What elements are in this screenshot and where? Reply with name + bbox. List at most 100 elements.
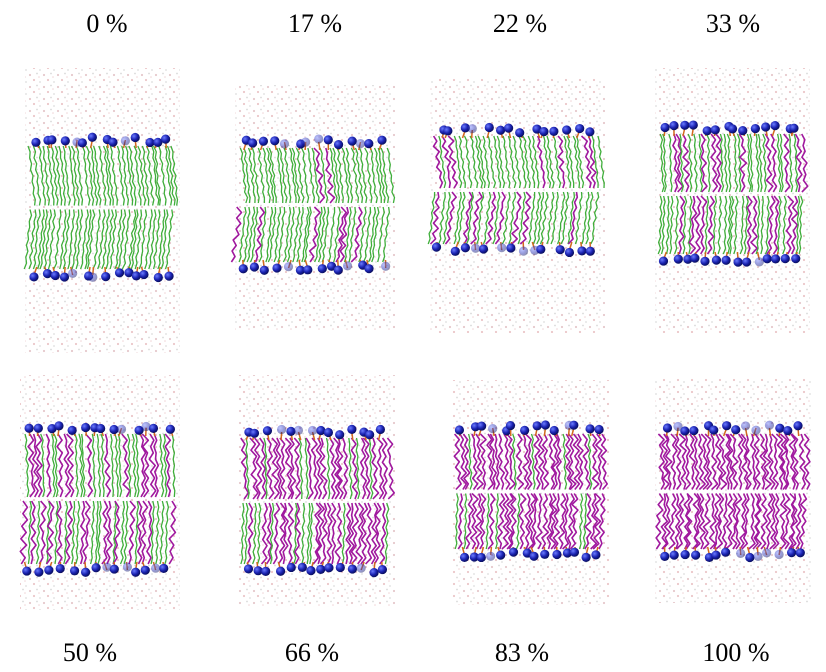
phosphate-ball <box>276 567 285 576</box>
panel-label: 22 % <box>493 9 547 38</box>
phosphate-ball <box>259 137 268 146</box>
phosphate-ball <box>506 421 515 430</box>
snapshot <box>428 78 605 333</box>
phosphate-ball <box>110 564 119 573</box>
panel-label: 0 % <box>86 9 127 38</box>
phosphate-ball <box>284 262 293 271</box>
phosphate-ball <box>260 266 269 275</box>
phosphate-ball <box>34 424 43 433</box>
phosphate-ball <box>461 243 470 252</box>
phosphate-ball <box>132 271 141 280</box>
phosphate-ball <box>364 264 373 273</box>
phosphate-ball <box>22 566 31 575</box>
phosphate-ball <box>529 552 538 561</box>
phosphate-ball <box>277 425 286 434</box>
phosphate-ball <box>280 139 289 148</box>
phosphate-ball <box>166 425 175 434</box>
water-box <box>25 68 180 353</box>
phosphate-ball <box>343 261 352 270</box>
phosphate-ball <box>504 124 513 133</box>
phosphate-ball <box>324 563 333 572</box>
phosphate-ball <box>68 426 77 435</box>
phosphate-ball <box>738 126 747 135</box>
panel-label: 50 % <box>63 638 117 667</box>
phosphate-ball <box>711 125 720 134</box>
phosphate-ball <box>117 425 126 434</box>
phosphate-ball <box>306 566 315 575</box>
water-box <box>452 380 610 605</box>
phosphate-ball <box>761 122 770 131</box>
phosphate-ball <box>164 271 173 280</box>
phosphate-ball <box>149 424 158 433</box>
phosphate-ball <box>485 123 494 132</box>
phosphate-ball <box>316 565 325 574</box>
snapshot <box>238 375 395 607</box>
phosphate-ball <box>745 553 754 562</box>
phosphate-ball <box>377 136 386 145</box>
phosphate-ball <box>121 136 130 145</box>
phosphate-ball <box>34 567 43 576</box>
phosphate-ball <box>582 553 591 562</box>
phosphate-ball <box>496 551 505 560</box>
phosphate-ball <box>496 126 505 135</box>
phosphate-ball <box>81 423 90 432</box>
phosphate-ball <box>29 272 38 281</box>
snapshot <box>24 68 180 353</box>
phosphate-ball <box>660 552 669 561</box>
phosphate-ball <box>270 136 279 145</box>
phosphate-ball <box>586 247 595 256</box>
phosphate-ball <box>674 254 683 263</box>
phosphate-ball <box>294 426 303 435</box>
phosphate-ball <box>562 125 571 134</box>
phosphate-ball <box>334 266 343 275</box>
phosphate-ball <box>711 550 720 559</box>
phosphate-ball <box>88 133 97 142</box>
panel-label: 83 % <box>495 638 549 667</box>
phosphate-ball <box>721 548 730 557</box>
phosphate-ball <box>556 245 565 254</box>
phosphate-ball <box>250 429 259 438</box>
phosphate-ball <box>515 128 524 137</box>
phosphate-ball <box>123 562 132 571</box>
phosphate-ball <box>335 430 344 439</box>
phosphate-ball <box>348 137 357 146</box>
phosphate-ball <box>549 127 558 136</box>
phosphate-ball <box>793 421 802 430</box>
phosphate-ball <box>703 126 712 135</box>
phosphate-ball <box>336 563 345 572</box>
phosphate-ball <box>151 564 160 573</box>
phosphate-ball <box>659 256 668 265</box>
phosphate-ball <box>479 244 488 253</box>
snapshot <box>655 68 810 333</box>
phosphate-ball <box>25 424 34 433</box>
phosphate-ball <box>455 425 464 434</box>
phosphate-ball <box>585 424 594 433</box>
phosphate-ball <box>250 262 259 271</box>
phosphate-ball <box>68 269 77 278</box>
phosphate-ball <box>552 550 561 559</box>
snapshot <box>452 380 610 605</box>
phosphate-ball <box>585 127 594 136</box>
phosphate-ball <box>56 564 65 573</box>
phosphate-ball <box>741 421 750 430</box>
phosphate-ball <box>61 136 70 145</box>
phosphate-ball <box>364 139 373 148</box>
phosphate-ball <box>161 135 170 144</box>
phosphate-ball <box>751 124 760 133</box>
phosphate-ball <box>44 566 53 575</box>
figure: 0 %17 %22 %33 %50 %66 %83 %100 % <box>0 0 826 672</box>
phosphate-ball <box>314 134 323 143</box>
phosphate-ball <box>443 126 452 135</box>
phosphate-ball <box>689 120 698 129</box>
phosphate-ball <box>96 424 105 433</box>
phosphate-ball <box>565 248 574 257</box>
phosphate-ball <box>432 243 441 252</box>
phosphate-ball <box>468 124 477 133</box>
phosphate-ball <box>533 421 542 430</box>
phosphate-ball <box>751 426 760 435</box>
phosphate-ball <box>244 564 253 573</box>
phosphate-ball <box>88 273 97 282</box>
phosphate-ball <box>736 549 745 558</box>
phosphate-ball <box>324 428 333 437</box>
snapshot <box>655 378 812 603</box>
